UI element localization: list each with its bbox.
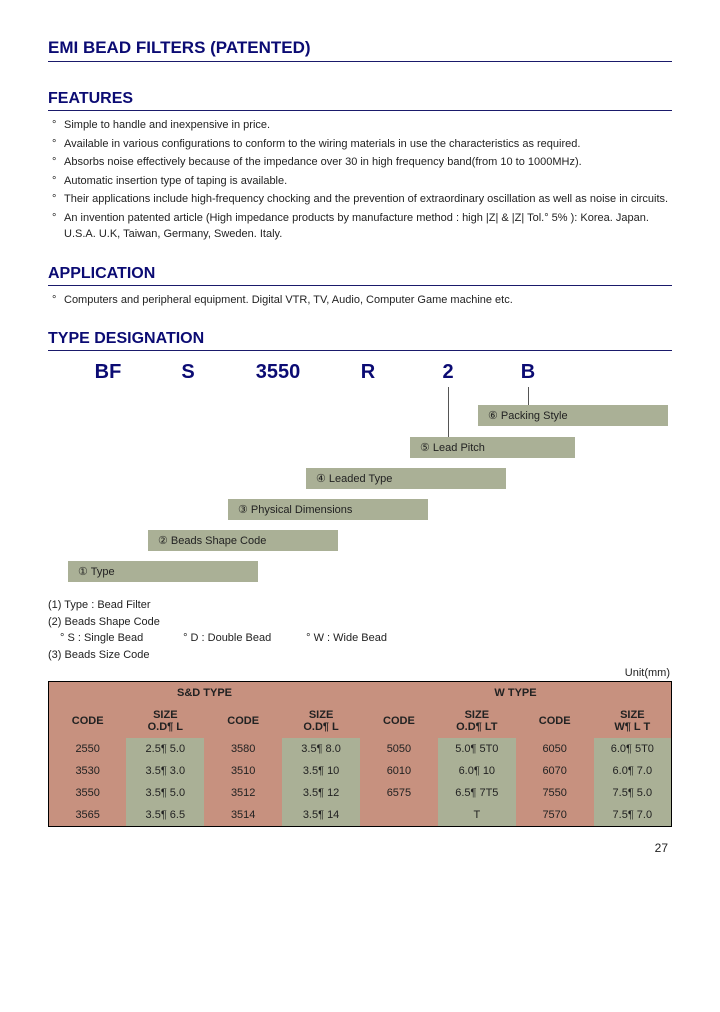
cell: 3.5¶ 6.5: [126, 804, 204, 827]
cell: [360, 804, 438, 827]
cell: 6010: [360, 760, 438, 782]
designation-label-leadedtype: ④ Leaded Type: [306, 468, 506, 489]
cell: 3530: [49, 760, 127, 782]
col-size: SIZEW¶ L T: [594, 704, 672, 738]
designation-label-leadpitch: ⑤ Lead Pitch: [410, 437, 575, 458]
feature-item: An invention patented article (High impe…: [52, 210, 672, 243]
col-code: CODE: [49, 704, 127, 738]
legend-line: (3) Beads Size Code: [48, 647, 672, 664]
cell: 6070: [516, 760, 594, 782]
cell: 7570: [516, 804, 594, 827]
table-row: 3565 3.5¶ 6.5 3514 3.5¶ 14 T 7570 7.5¶ 7…: [49, 804, 672, 827]
col-size: SIZEO.D¶ LT: [438, 704, 516, 738]
cell: 6050: [516, 738, 594, 760]
cell: 6575: [360, 782, 438, 804]
cell: 5050: [360, 738, 438, 760]
type-designation-heading: TYPE DESIGNATION: [48, 330, 672, 351]
designation-label-type: ① Type: [68, 561, 258, 582]
cell: 6.0¶ 5T0: [594, 738, 672, 760]
designation-code-2: 2: [408, 361, 488, 384]
size-table: S&D TYPE W TYPE CODE SIZEO.D¶ L CODE SIZ…: [48, 681, 672, 827]
cell: 6.0¶ 7.0: [594, 760, 672, 782]
cell: 7.5¶ 5.0: [594, 782, 672, 804]
feature-item: Simple to handle and inexpensive in pric…: [52, 117, 672, 134]
designation-code-3550: 3550: [228, 361, 328, 384]
group-header-w: W TYPE: [360, 682, 672, 705]
table-row: 2550 2.5¶ 5.0 3580 3.5¶ 8.0 5050 5.0¶ 5T…: [49, 738, 672, 760]
designation-code-s: S: [148, 361, 228, 384]
cell: 3.5¶ 5.0: [126, 782, 204, 804]
col-code: CODE: [204, 704, 282, 738]
connector-line: [528, 387, 529, 407]
designation-label-packing: ⑥ Packing Style: [478, 405, 668, 426]
legend-subline: ° S : Single Bead ° D : Double Bead ° W …: [48, 630, 672, 647]
cell: 3.5¶ 10: [282, 760, 360, 782]
cell: 3.5¶ 8.0: [282, 738, 360, 760]
cell: 5.0¶ 5T0: [438, 738, 516, 760]
cell: 2550: [49, 738, 127, 760]
designation-code-bf: BF: [68, 361, 148, 384]
cell: 3550: [49, 782, 127, 804]
cell: 3.5¶ 12: [282, 782, 360, 804]
designation-label-dimensions: ③ Physical Dimensions: [228, 499, 428, 520]
features-heading: FEATURES: [48, 90, 672, 111]
cell: 3514: [204, 804, 282, 827]
type-designation-diagram: BF S 3550 R 2 B ⑥ Packing Style ⑤ Lead P…: [48, 361, 672, 591]
cell: 3565: [49, 804, 127, 827]
application-item: Computers and peripheral equipment. Digi…: [52, 292, 672, 309]
feature-item: Their applications include high-frequenc…: [52, 191, 672, 208]
col-size: SIZEO.D¶ L: [126, 704, 204, 738]
cell: 3512: [204, 782, 282, 804]
legend-code: ° S : Single Bead: [60, 630, 180, 647]
legend-code: ° D : Double Bead: [183, 630, 303, 647]
page-title: EMI BEAD FILTERS (PATENTED): [48, 38, 672, 62]
features-list: Simple to handle and inexpensive in pric…: [48, 117, 672, 243]
table-row: 3530 3.5¶ 3.0 3510 3.5¶ 10 6010 6.0¶ 10 …: [49, 760, 672, 782]
col-code: CODE: [360, 704, 438, 738]
feature-item: Available in various configurations to c…: [52, 136, 672, 153]
feature-item: Absorbs noise effectively because of the…: [52, 154, 672, 171]
unit-label: Unit(mm): [48, 667, 670, 679]
application-heading: APPLICATION: [48, 265, 672, 286]
table-row: 3550 3.5¶ 5.0 3512 3.5¶ 12 6575 6.5¶ 7T5…: [49, 782, 672, 804]
designation-code-r: R: [328, 361, 408, 384]
application-list: Computers and peripheral equipment. Digi…: [48, 292, 672, 309]
legend-line: (2) Beads Shape Code: [48, 614, 672, 631]
designation-label-shapecode: ② Beads Shape Code: [148, 530, 338, 551]
cell: 7550: [516, 782, 594, 804]
cell: 2.5¶ 5.0: [126, 738, 204, 760]
cell: 3.5¶ 3.0: [126, 760, 204, 782]
cell: 3580: [204, 738, 282, 760]
cell: 6.0¶ 10: [438, 760, 516, 782]
cell: 3.5¶ 14: [282, 804, 360, 827]
cell: 3510: [204, 760, 282, 782]
legend-code: ° W : Wide Bead: [306, 630, 426, 647]
cell: T: [438, 804, 516, 827]
legend: (1) Type : Bead Filter (2) Beads Shape C…: [48, 597, 672, 663]
cell: 7.5¶ 7.0: [594, 804, 672, 827]
legend-line: (1) Type : Bead Filter: [48, 597, 672, 614]
designation-code-b: B: [488, 361, 568, 384]
group-header-sd: S&D TYPE: [49, 682, 361, 705]
col-size: SIZEO.D¶ L: [282, 704, 360, 738]
col-code: CODE: [516, 704, 594, 738]
page-number: 27: [48, 841, 672, 855]
cell: 6.5¶ 7T5: [438, 782, 516, 804]
feature-item: Automatic insertion type of taping is av…: [52, 173, 672, 190]
